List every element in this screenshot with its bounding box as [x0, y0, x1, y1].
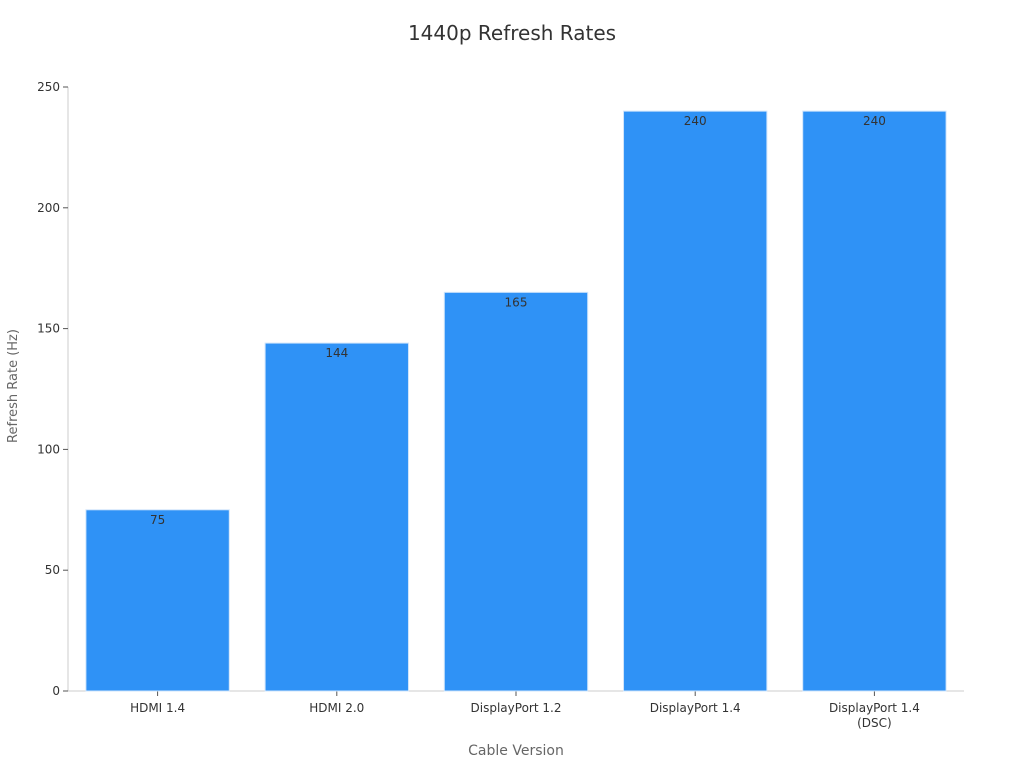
x-tick-label: DisplayPort 1.2: [471, 701, 562, 715]
y-tick-label: 0: [52, 684, 60, 698]
bar-value-label: 165: [505, 295, 528, 309]
y-axis-label: Refresh Rate (Hz): [6, 329, 21, 443]
bar: [623, 110, 768, 692]
x-tick-label: DisplayPort 1.4: [650, 701, 741, 715]
y-tick-label: 150: [37, 322, 60, 336]
y-tick-label: 50: [45, 563, 60, 577]
y-axis: 0 50 100 150 200 250: [37, 80, 69, 698]
y-tick-label: 200: [37, 201, 60, 215]
bar-value-label: 240: [863, 114, 886, 128]
bars: [85, 110, 947, 692]
x-tick-label: DisplayPort 1.4: [829, 701, 920, 715]
x-axis: HDMI 1.4 HDMI 2.0 DisplayPort 1.2 DisplayPo…: [68, 690, 964, 730]
chart-title: 1440p Refresh Rates: [408, 21, 616, 45]
y-tick-label: 100: [37, 442, 60, 456]
bar-value-label: 240: [684, 114, 707, 128]
bar: [802, 110, 947, 692]
bar-value-label: 75: [150, 513, 165, 527]
x-tick-label: HDMI 1.4: [130, 701, 185, 715]
bar: [264, 342, 409, 692]
value-labels: 75 144 165 240 240: [150, 114, 886, 527]
x-tick-label: (DSC): [857, 716, 892, 730]
bar: [443, 291, 589, 692]
y-tick-label: 250: [37, 80, 60, 94]
x-tick-label: HDMI 2.0: [309, 701, 364, 715]
x-axis-label: Cable Version: [468, 743, 564, 759]
bar: [85, 509, 230, 692]
bar-value-label: 144: [325, 346, 348, 360]
